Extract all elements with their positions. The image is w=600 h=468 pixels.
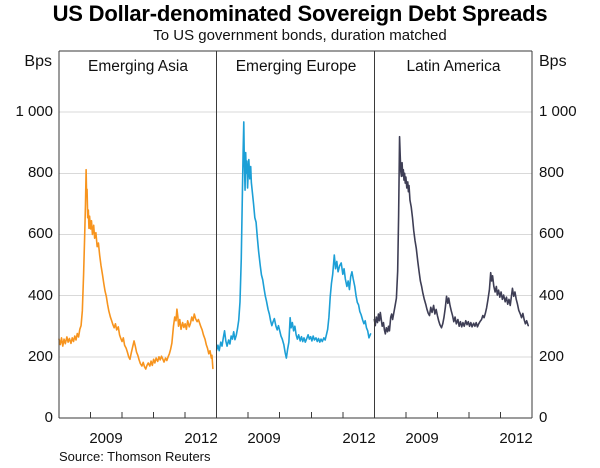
x-tick-label: 2009 xyxy=(247,430,281,447)
x-tick-label: 2012 xyxy=(342,430,376,447)
x-tick-label: 2012 xyxy=(184,430,218,447)
series-line-latin-america xyxy=(373,135,530,335)
y-tick-label-right: 400 xyxy=(539,287,565,304)
y-tick-label-right: 600 xyxy=(539,225,565,242)
source-note: Source: Thomson Reuters xyxy=(59,449,211,464)
y-tick-label-left: 800 xyxy=(27,164,53,181)
y-tick-label-left: 1 000 xyxy=(15,103,53,120)
y-tick-label-right: 1 000 xyxy=(539,103,577,120)
panel-label-emerging-asia: Emerging Asia xyxy=(88,58,188,75)
x-tick-label: 2009 xyxy=(89,430,123,447)
panel-label-latin-america: Latin America xyxy=(406,58,501,75)
y-tick-label-left: 200 xyxy=(27,348,53,365)
x-tick-label: 2012 xyxy=(499,430,533,447)
y-tick-label-left: 0 xyxy=(44,409,53,426)
chart-subtitle: To US government bonds, duration matched xyxy=(153,27,447,44)
y-tick-label-left: 600 xyxy=(27,225,53,242)
y-tick-label-right: 0 xyxy=(539,409,548,426)
y-tick-label-right: 800 xyxy=(539,164,565,181)
chart-title: US Dollar-denominated Sovereign Debt Spr… xyxy=(52,1,548,26)
y-axis-unit-right: Bps xyxy=(539,53,567,70)
series-line-emerging-europe xyxy=(215,121,372,359)
series-line-emerging-asia xyxy=(58,168,214,370)
panel-label-emerging-europe: Emerging Europe xyxy=(235,58,357,75)
y-axis-unit-left: Bps xyxy=(24,53,52,70)
y-tick-label-right: 200 xyxy=(539,348,565,365)
x-tick-label: 2009 xyxy=(405,430,439,447)
y-tick-label-left: 400 xyxy=(27,287,53,304)
